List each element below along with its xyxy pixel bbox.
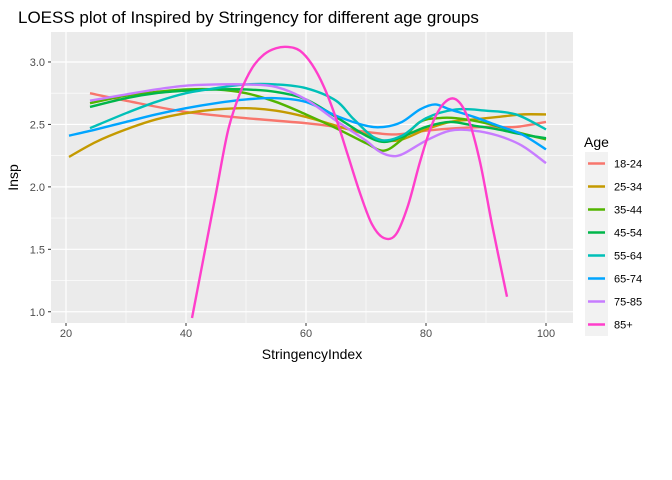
- series-line-45-54: [89, 88, 547, 144]
- x-tick-label: 20: [60, 328, 72, 340]
- legend-items: 18-24 25-34 35-44 45-54 55-64 65-74 75-85 85+: [585, 152, 642, 336]
- x-axis-title: StringencyIndex: [262, 346, 362, 362]
- series-lines: [68, 45, 547, 319]
- legend-label: 65-74: [614, 274, 642, 286]
- series-line-65-74: [68, 96, 547, 151]
- legend-title: Age: [584, 134, 609, 150]
- legend-label: 55-64: [614, 251, 642, 263]
- x-tick-label: 60: [300, 328, 312, 340]
- x-tick-label: 100: [537, 328, 555, 340]
- legend-label: 45-54: [614, 228, 642, 240]
- x-tick-label: 40: [180, 328, 192, 340]
- legend-label: 75-85: [614, 297, 642, 309]
- legend-label: 35-44: [614, 205, 642, 217]
- legend-item-75-85: 75-85: [585, 290, 642, 313]
- legend-item-55-64: 55-64: [585, 244, 642, 267]
- plot-panel: [51, 32, 573, 323]
- series-line-25-34: [68, 106, 547, 158]
- legend-label: 18-24: [614, 159, 642, 171]
- legend-item-65-74: 65-74: [585, 267, 642, 290]
- series-line-85+: [190, 45, 509, 319]
- chart-title: LOESS plot of Inspired by Stringency for…: [18, 8, 479, 27]
- series-line-35-44: [89, 87, 547, 152]
- y-tick-label: 1.5: [30, 244, 45, 256]
- y-axis-ticks: 1.0 1.5 2.0 2.5 3.0: [30, 57, 51, 319]
- legend-label: 85+: [614, 320, 633, 332]
- x-axis-ticks: 20 40 60 80 100: [60, 323, 555, 340]
- legend-label: 25-34: [614, 182, 642, 194]
- y-axis-title: Insp: [5, 164, 21, 191]
- legend-item-45-54: 45-54: [585, 221, 642, 244]
- x-tick-label: 80: [420, 328, 432, 340]
- legend-item-25-34: 25-34: [585, 175, 642, 198]
- legend-item-85+: 85+: [585, 313, 633, 336]
- y-tick-label: 2.0: [30, 182, 45, 194]
- y-tick-label: 1.0: [30, 307, 45, 319]
- legend-item-35-44: 35-44: [585, 198, 642, 221]
- legend-item-18-24: 18-24: [585, 152, 642, 175]
- y-tick-label: 2.5: [30, 119, 45, 131]
- series-line-75-85: [89, 83, 547, 165]
- legend: Age 18-24 25-34 35-44 45-54 55-64 65-74 75-85 8…: [584, 134, 642, 336]
- y-tick-label: 3.0: [30, 57, 45, 69]
